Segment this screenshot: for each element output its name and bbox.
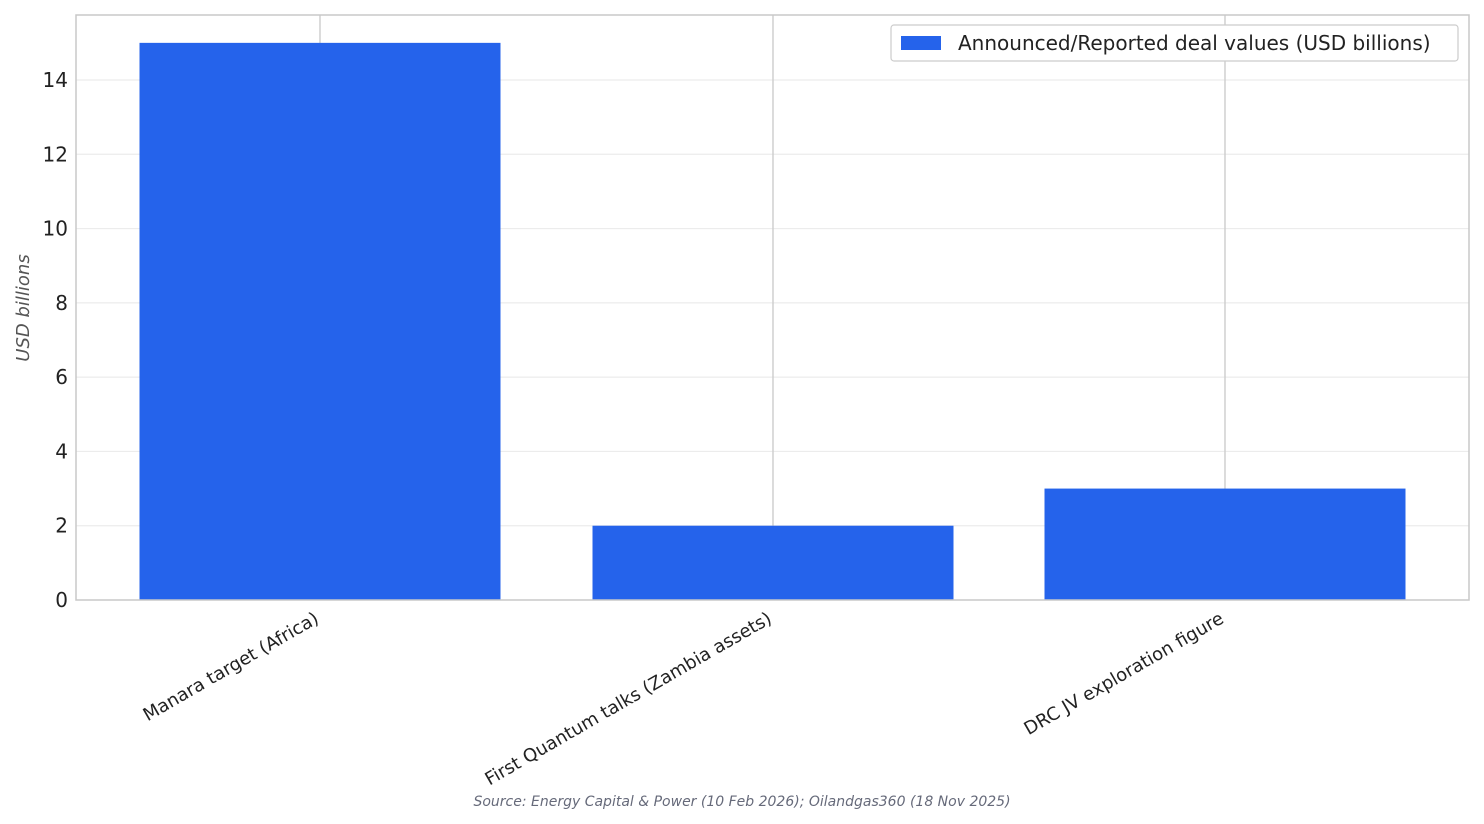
x-tick-labels: Manara target (Africa) First Quantum talk… — [140, 608, 1228, 790]
legend: Announced/Reported deal values (USD bill… — [890, 24, 1459, 62]
y-tick-labels: 0 2 4 6 8 10 12 14 — [43, 68, 68, 612]
y-tick-label: 14 — [43, 68, 68, 92]
bar — [1044, 488, 1406, 600]
legend-swatch — [901, 36, 941, 50]
y-tick-label: 4 — [55, 439, 68, 463]
x-tick-label: DRC JV exploration figure — [1021, 608, 1228, 740]
y-tick-label: 12 — [43, 142, 68, 166]
y-axis-label: USD billions — [13, 254, 34, 361]
bar — [592, 525, 954, 600]
source-note: Source: Energy Capital & Power (10 Feb 2… — [473, 794, 1010, 810]
y-tick-label: 8 — [55, 291, 68, 315]
legend-box — [890, 24, 1459, 62]
y-tick-label: 10 — [43, 217, 68, 241]
y-tick-label: 2 — [55, 514, 68, 538]
x-tick-label: Manara target (Africa) — [140, 608, 323, 726]
legend-label: Announced/Reported deal values (USD bill… — [958, 31, 1431, 55]
y-tick-label: 6 — [55, 365, 68, 389]
x-tick-label: First Quantum talks (Zambia assets) — [481, 608, 775, 790]
plot-frame — [75, 14, 1470, 601]
y-tick-label: 0 — [55, 588, 68, 612]
bars-layer — [139, 42, 1406, 601]
bar — [139, 42, 501, 601]
